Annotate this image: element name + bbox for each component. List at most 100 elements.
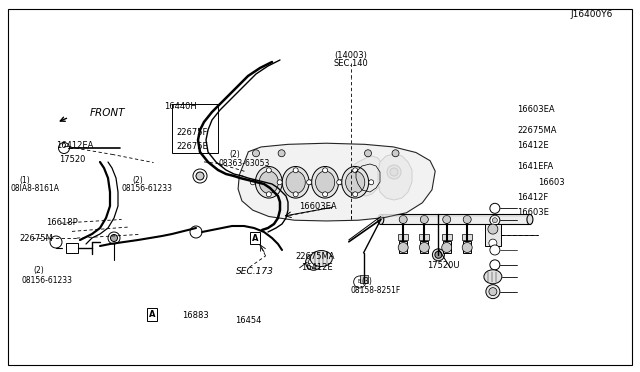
Circle shape	[250, 180, 255, 185]
Text: 17520U: 17520U	[428, 262, 460, 270]
Circle shape	[323, 192, 328, 197]
Circle shape	[354, 276, 365, 288]
Circle shape	[337, 180, 342, 185]
Ellipse shape	[316, 171, 335, 193]
Polygon shape	[378, 154, 412, 200]
Circle shape	[490, 245, 500, 255]
Text: 16412F: 16412F	[517, 193, 548, 202]
Text: 08363-63053: 08363-63053	[219, 159, 270, 168]
Circle shape	[492, 218, 497, 223]
Circle shape	[277, 180, 282, 185]
Text: J16400Y6: J16400Y6	[571, 10, 613, 19]
Bar	[66, 243, 78, 253]
Ellipse shape	[255, 167, 282, 198]
Ellipse shape	[484, 270, 502, 284]
Circle shape	[306, 254, 321, 270]
Circle shape	[323, 168, 328, 173]
Ellipse shape	[378, 215, 384, 224]
Circle shape	[253, 150, 259, 157]
Bar	[398, 234, 408, 240]
Circle shape	[353, 168, 358, 173]
Circle shape	[190, 226, 202, 238]
Circle shape	[420, 215, 428, 224]
Bar	[462, 234, 472, 240]
Circle shape	[443, 215, 451, 224]
Text: 08158-8251F: 08158-8251F	[351, 286, 401, 295]
Text: 22675E: 22675E	[176, 142, 208, 151]
Bar	[399, 241, 407, 253]
Circle shape	[282, 180, 287, 185]
Circle shape	[462, 243, 472, 253]
Bar	[443, 241, 451, 253]
Text: 1641EFA: 1641EFA	[517, 162, 554, 171]
Text: 17520: 17520	[59, 155, 85, 164]
Text: 16454: 16454	[236, 316, 262, 325]
Text: 16618P: 16618P	[46, 218, 78, 227]
Circle shape	[293, 168, 298, 173]
Text: 16603E: 16603E	[517, 208, 549, 217]
Polygon shape	[238, 143, 435, 221]
Text: 22675F: 22675F	[176, 128, 207, 137]
Text: 16412E: 16412E	[517, 141, 548, 150]
Circle shape	[266, 168, 271, 173]
Text: 08156-61233: 08156-61233	[21, 276, 72, 285]
Text: A: A	[252, 234, 258, 243]
Text: (2): (2)	[132, 176, 143, 185]
Text: 22675MA: 22675MA	[296, 252, 335, 261]
Text: B: B	[358, 279, 362, 285]
Polygon shape	[350, 156, 384, 196]
Text: 08IA8-8161A: 08IA8-8161A	[10, 185, 60, 193]
Text: (3): (3)	[362, 278, 372, 286]
Text: 16603: 16603	[538, 178, 564, 187]
Ellipse shape	[346, 171, 365, 193]
Circle shape	[307, 180, 312, 185]
Text: (2): (2)	[33, 266, 44, 275]
Circle shape	[339, 180, 344, 185]
Circle shape	[419, 243, 429, 253]
Bar	[172, 104, 218, 153]
Circle shape	[398, 243, 408, 253]
Bar	[360, 275, 367, 283]
Circle shape	[309, 180, 314, 185]
Text: FRONT: FRONT	[90, 109, 125, 118]
Text: 16412EA: 16412EA	[56, 141, 93, 150]
Circle shape	[486, 285, 500, 299]
Circle shape	[488, 224, 498, 234]
Circle shape	[490, 260, 500, 270]
Ellipse shape	[310, 250, 332, 267]
Circle shape	[489, 288, 497, 296]
Bar	[420, 241, 428, 253]
Circle shape	[390, 168, 398, 176]
Circle shape	[196, 172, 204, 180]
Bar	[485, 224, 501, 246]
Circle shape	[111, 234, 118, 241]
Circle shape	[293, 192, 298, 197]
Bar	[463, 241, 471, 253]
Circle shape	[365, 150, 371, 157]
Bar	[419, 234, 429, 240]
Circle shape	[266, 192, 271, 197]
Ellipse shape	[282, 167, 309, 198]
Text: (2): (2)	[229, 150, 240, 159]
Text: 08156-61233: 08156-61233	[122, 185, 173, 193]
Text: 16603EA: 16603EA	[517, 105, 555, 114]
Text: 16603EA: 16603EA	[300, 202, 337, 211]
Ellipse shape	[312, 167, 339, 198]
Bar	[442, 234, 452, 240]
Circle shape	[442, 243, 452, 253]
Circle shape	[399, 215, 407, 224]
Circle shape	[490, 203, 500, 213]
Circle shape	[392, 150, 399, 157]
Circle shape	[58, 142, 70, 154]
Text: 22675M: 22675M	[19, 234, 53, 243]
Ellipse shape	[342, 167, 369, 198]
Text: 16412E: 16412E	[301, 263, 332, 272]
Bar	[381, 215, 530, 224]
Circle shape	[193, 169, 207, 183]
Circle shape	[108, 232, 120, 244]
Circle shape	[490, 215, 500, 225]
Circle shape	[278, 150, 285, 157]
Circle shape	[353, 192, 358, 197]
Text: (14003): (14003)	[334, 51, 367, 60]
Text: A: A	[149, 310, 156, 319]
